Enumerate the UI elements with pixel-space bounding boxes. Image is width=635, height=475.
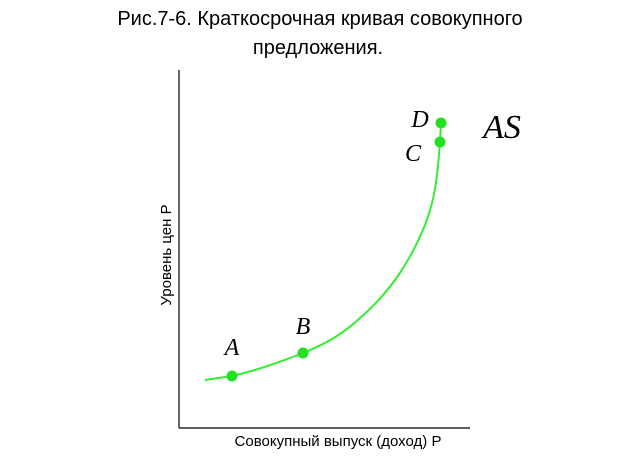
point: [435, 117, 447, 129]
point-label: A: [223, 335, 240, 361]
y-axis-label: Уровень цен Р: [158, 204, 175, 305]
x-axis-label: Совокупный выпуск (доход) Р: [235, 433, 442, 450]
point: [297, 347, 309, 359]
point-label: D: [410, 107, 428, 133]
title-line: предложения.: [253, 37, 383, 59]
curve-label: AS: [481, 109, 521, 146]
point-label: B: [296, 314, 311, 340]
point: [226, 370, 238, 382]
title-line: Рис.7-6. Краткосрочная кривая совокупног…: [117, 8, 522, 30]
point-label: C: [405, 141, 422, 167]
point: [434, 136, 446, 148]
